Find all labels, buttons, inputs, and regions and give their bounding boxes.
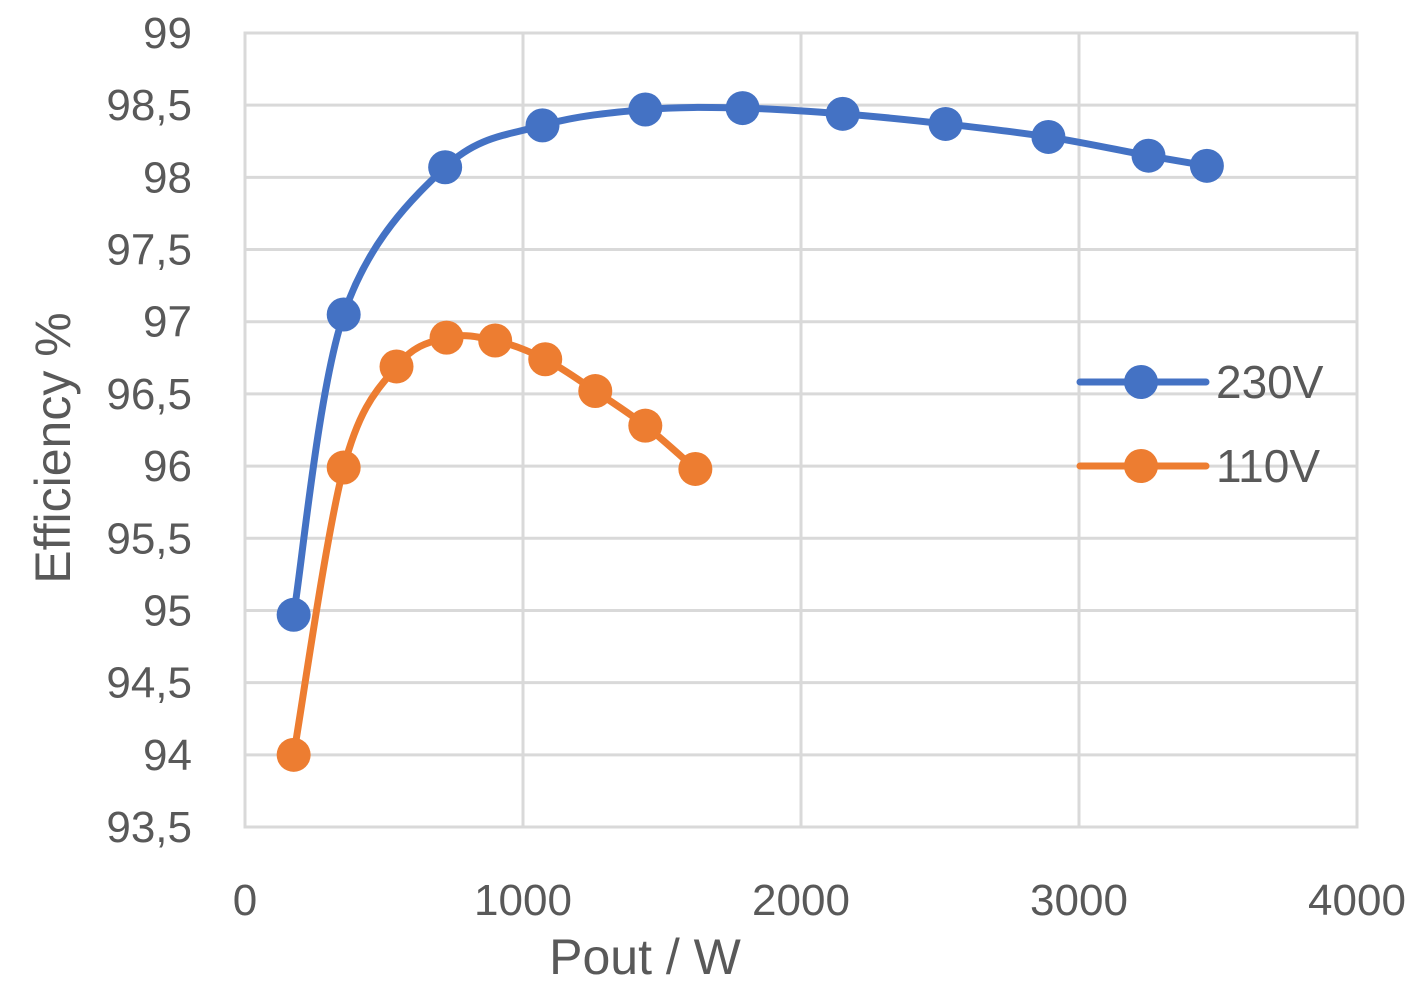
x-axis-title: Pout / W [549,929,742,985]
x-axis-tick-labels: 0 1000 2000 3000 4000 [233,876,1406,925]
series-line-110v [290,332,699,759]
y-axis-tick-labels: 93,5 94 94,5 95 95,5 96 96,5 97 97,5 98 98,5 99 [106,9,192,852]
y-tick-label: 95,5 [106,514,192,563]
data-point-230v [1189,148,1224,183]
legend-item-110v: 110V [1076,440,1320,492]
data-point-110v [678,451,713,486]
x-tick-label: 4000 [1308,876,1406,925]
data-point-110v [276,737,311,772]
data-point-230v [525,108,560,143]
legend: 230V 110V [1076,356,1324,492]
x-tick-label: 2000 [752,876,850,925]
y-tick-label: 99 [143,9,192,58]
x-tick-label: 0 [233,876,257,925]
data-point-230v [1031,119,1066,154]
y-axis-title: Efficiency % [25,312,81,583]
y-tick-label: 97,5 [106,226,192,275]
plot-frame [243,31,1359,829]
data-point-110v [628,408,663,443]
x-tick-label: 1000 [474,876,572,925]
legend-label-230v: 230V [1216,356,1324,408]
data-point-230v [1131,138,1166,173]
y-tick-label: 98,5 [106,81,192,130]
series-layer [276,91,1224,772]
data-point-110v [379,349,414,384]
data-point-110v [478,323,513,358]
data-point-230v [628,92,663,127]
y-tick-label: 94 [143,731,192,780]
data-point-230v [825,96,860,131]
data-point-230v [326,297,361,332]
data-point-110v [528,342,563,377]
y-tick-label: 97 [143,298,192,347]
legend-swatch-marker-230v [1124,365,1158,399]
series-230v [276,91,1224,632]
legend-swatch-marker-110v [1124,449,1158,483]
y-tick-label: 94,5 [106,659,192,708]
y-tick-label: 96 [143,442,192,491]
data-point-230v [725,91,760,126]
y-tick-label: 93,5 [106,803,192,852]
legend-item-230v: 230V [1076,356,1324,408]
series-110v [276,320,713,772]
data-point-230v [928,106,963,141]
y-tick-label: 98 [143,153,192,202]
grid-lines [243,31,1359,829]
y-tick-label: 96,5 [106,370,192,419]
legend-label-110v: 110V [1216,440,1320,492]
x-tick-label: 3000 [1030,876,1128,925]
data-point-230v [276,597,311,632]
data-point-110v [326,450,361,485]
data-point-110v [578,374,613,409]
data-point-230v [428,150,463,185]
y-tick-label: 95 [143,586,192,635]
data-point-110v [429,320,464,355]
